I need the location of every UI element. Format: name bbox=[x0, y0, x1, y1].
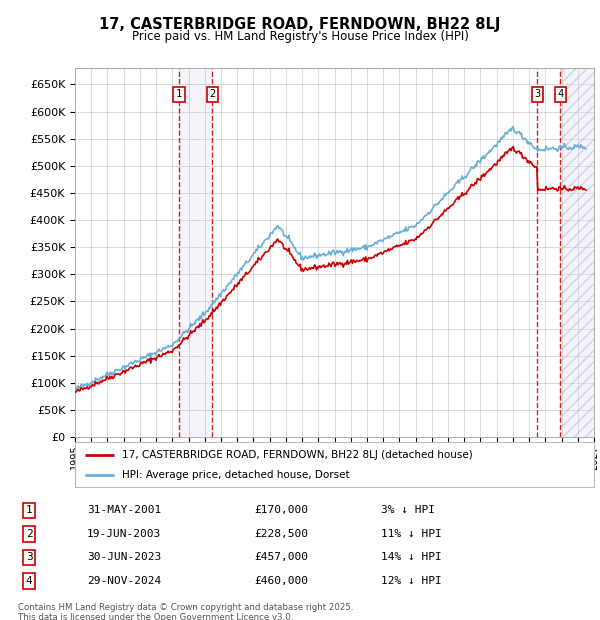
Text: 17, CASTERBRIDGE ROAD, FERNDOWN, BH22 8LJ (detached house): 17, CASTERBRIDGE ROAD, FERNDOWN, BH22 8L… bbox=[122, 450, 472, 459]
Bar bbox=[179, 68, 212, 437]
Text: £228,500: £228,500 bbox=[254, 529, 308, 539]
Text: 4: 4 bbox=[557, 89, 563, 99]
Bar bbox=[560, 68, 594, 437]
Text: Price paid vs. HM Land Registry's House Price Index (HPI): Price paid vs. HM Land Registry's House … bbox=[131, 30, 469, 43]
Text: £457,000: £457,000 bbox=[254, 552, 308, 562]
Text: 3% ↓ HPI: 3% ↓ HPI bbox=[380, 505, 434, 515]
Text: £170,000: £170,000 bbox=[254, 505, 308, 515]
Text: £460,000: £460,000 bbox=[254, 576, 308, 586]
Text: 30-JUN-2023: 30-JUN-2023 bbox=[87, 552, 161, 562]
Text: 17, CASTERBRIDGE ROAD, FERNDOWN, BH22 8LJ: 17, CASTERBRIDGE ROAD, FERNDOWN, BH22 8L… bbox=[100, 17, 500, 32]
Text: 2: 2 bbox=[26, 529, 32, 539]
Text: 1: 1 bbox=[176, 89, 182, 99]
Bar bbox=[560, 68, 594, 437]
Text: 14% ↓ HPI: 14% ↓ HPI bbox=[380, 552, 442, 562]
Text: 19-JUN-2003: 19-JUN-2003 bbox=[87, 529, 161, 539]
Text: 11% ↓ HPI: 11% ↓ HPI bbox=[380, 529, 442, 539]
Text: 12% ↓ HPI: 12% ↓ HPI bbox=[380, 576, 442, 586]
Text: 3: 3 bbox=[26, 552, 32, 562]
Text: This data is licensed under the Open Government Licence v3.0.: This data is licensed under the Open Gov… bbox=[18, 613, 293, 620]
Text: 4: 4 bbox=[26, 576, 32, 586]
Text: Contains HM Land Registry data © Crown copyright and database right 2025.: Contains HM Land Registry data © Crown c… bbox=[18, 603, 353, 612]
Text: 3: 3 bbox=[534, 89, 541, 99]
Text: 29-NOV-2024: 29-NOV-2024 bbox=[87, 576, 161, 586]
Text: HPI: Average price, detached house, Dorset: HPI: Average price, detached house, Dors… bbox=[122, 470, 349, 480]
Text: 1: 1 bbox=[26, 505, 32, 515]
Text: 31-MAY-2001: 31-MAY-2001 bbox=[87, 505, 161, 515]
Text: 2: 2 bbox=[209, 89, 215, 99]
